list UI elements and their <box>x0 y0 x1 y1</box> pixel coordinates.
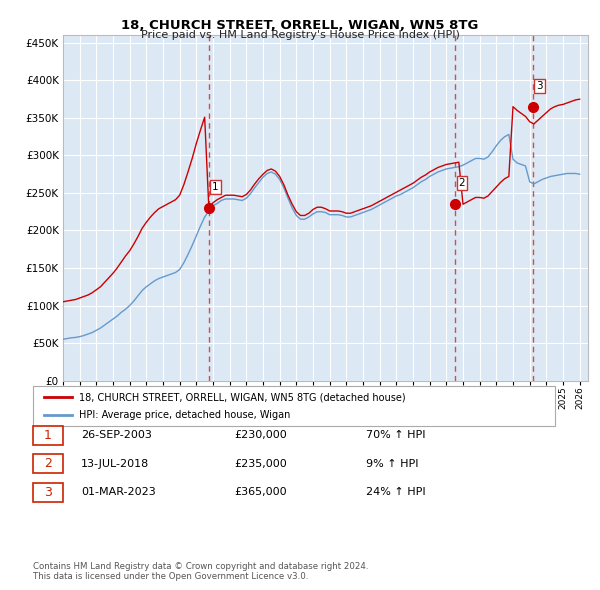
Text: £235,000: £235,000 <box>234 459 287 468</box>
Text: 26-SEP-2003: 26-SEP-2003 <box>81 431 152 440</box>
Text: 2: 2 <box>44 457 52 470</box>
Text: 24% ↑ HPI: 24% ↑ HPI <box>366 487 425 497</box>
Text: HPI: Average price, detached house, Wigan: HPI: Average price, detached house, Wiga… <box>79 409 290 419</box>
Text: 1: 1 <box>212 182 218 192</box>
Text: £230,000: £230,000 <box>234 431 287 440</box>
Text: £365,000: £365,000 <box>234 487 287 497</box>
Text: 18, CHURCH STREET, ORRELL, WIGAN, WN5 8TG (detached house): 18, CHURCH STREET, ORRELL, WIGAN, WN5 8T… <box>79 392 406 402</box>
Text: 3: 3 <box>44 486 52 499</box>
Text: 1: 1 <box>44 429 52 442</box>
Text: 3: 3 <box>536 81 542 91</box>
Text: 18, CHURCH STREET, ORRELL, WIGAN, WN5 8TG: 18, CHURCH STREET, ORRELL, WIGAN, WN5 8T… <box>121 19 479 32</box>
Text: 2: 2 <box>458 178 466 188</box>
Text: Contains HM Land Registry data © Crown copyright and database right 2024.
This d: Contains HM Land Registry data © Crown c… <box>33 562 368 581</box>
Text: Price paid vs. HM Land Registry's House Price Index (HPI): Price paid vs. HM Land Registry's House … <box>140 30 460 40</box>
Text: 70% ↑ HPI: 70% ↑ HPI <box>366 431 425 440</box>
Text: 9% ↑ HPI: 9% ↑ HPI <box>366 459 419 468</box>
Text: 01-MAR-2023: 01-MAR-2023 <box>81 487 156 497</box>
Text: 13-JUL-2018: 13-JUL-2018 <box>81 459 149 468</box>
